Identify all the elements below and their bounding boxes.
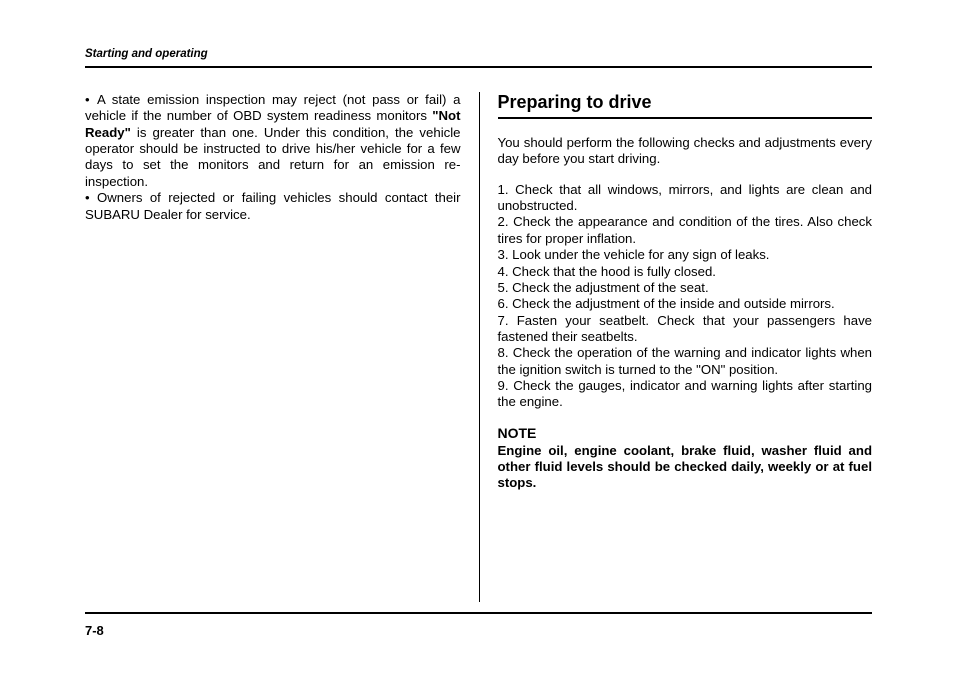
section-heading: Preparing to drive bbox=[498, 92, 873, 119]
check-item-4: 4. Check that the hood is fully closed. bbox=[498, 264, 873, 280]
note-body: Engine oil, engine coolant, brake fluid,… bbox=[498, 443, 873, 492]
content-columns: •A state emission inspection may reject … bbox=[85, 92, 872, 602]
check-item-8: 8. Check the operation of the warning an… bbox=[498, 345, 873, 378]
bullet1-pre: A state emission inspection may reject (… bbox=[85, 92, 461, 123]
check-item-3: 3. Look under the vehicle for any sign o… bbox=[498, 247, 873, 263]
check-item-6: 6. Check the adjustment of the inside an… bbox=[498, 296, 873, 312]
intro-text: You should perform the following checks … bbox=[498, 135, 873, 168]
left-column: •A state emission inspection may reject … bbox=[85, 92, 479, 602]
running-header: Starting and operating bbox=[85, 48, 872, 68]
manual-page: Starting and operating •A state emission… bbox=[85, 48, 872, 640]
left-body: •A state emission inspection may reject … bbox=[85, 92, 461, 223]
right-column: Preparing to drive You should perform th… bbox=[479, 92, 873, 602]
check-item-1: 1. Check that all windows, mirrors, and … bbox=[498, 182, 873, 215]
page-number: 7-8 bbox=[85, 623, 104, 638]
bullet1-post: is greater than one. Under this conditio… bbox=[85, 125, 461, 189]
note-heading: NOTE bbox=[498, 425, 873, 441]
check-item-5: 5. Check the adjustment of the seat. bbox=[498, 280, 873, 296]
bullet-icon: • bbox=[85, 190, 97, 206]
check-item-7: 7. Fasten your seatbelt. Check that your… bbox=[498, 313, 873, 346]
bullet-icon: • bbox=[85, 92, 97, 108]
bullet2-text: Owners of rejected or failing vehicles s… bbox=[85, 190, 461, 221]
checklist: 1. Check that all windows, mirrors, and … bbox=[498, 182, 873, 411]
check-item-2: 2. Check the appearance and condition of… bbox=[498, 214, 873, 247]
check-item-9: 9. Check the gauges, indicator and warni… bbox=[498, 378, 873, 411]
footer: 7-8 bbox=[85, 612, 872, 640]
